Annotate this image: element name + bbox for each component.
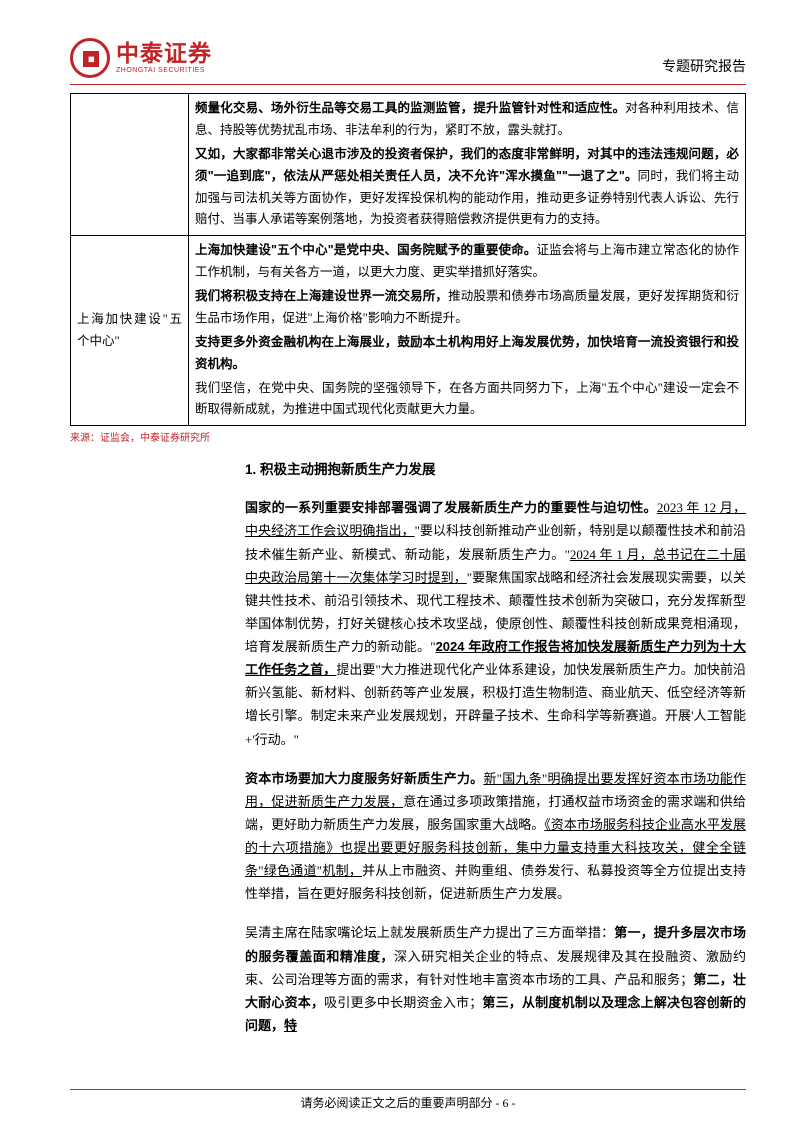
footer-page-number: - 6 - xyxy=(496,1096,516,1110)
body-paragraph: 国家的一系列重要安排部署强调了发展新质生产力的重要性与迫切性。2023 年 12… xyxy=(245,496,746,750)
report-type: 专题研究报告 xyxy=(662,56,746,78)
body-section: 1. 积极主动拥抱新质生产力发展 国家的一系列重要安排部署强调了发展新质生产力的… xyxy=(245,458,746,1037)
table-row-label: 上海加快建设"五个中心" xyxy=(71,236,189,426)
body-paragraph: 资本市场要加大力度服务好新质生产力。新"国九条"明确提出要发挥好资本市场功能作用… xyxy=(245,767,746,906)
footer-disclaimer: 请务必阅读正文之后的重要声明部分 xyxy=(300,1096,492,1110)
table-row-label xyxy=(71,94,189,236)
logo-text: 中泰证券 ZHONGTAI SECURITIES xyxy=(116,42,212,74)
policy-table: 频量化交易、场外衍生品等交易工具的监测监管，提升监管针对性和适应性。对各种利用技… xyxy=(70,93,746,426)
table-row-content: 上海加快建设"五个中心"是党中央、国务院赋予的重要使命。证监会将与上海市建立常态… xyxy=(189,236,746,426)
logo-icon xyxy=(70,38,110,78)
body-paragraph: 吴清主席在陆家嘴论坛上就发展新质生产力提出了三方面举措：第一，提升多层次市场的服… xyxy=(245,921,746,1037)
table-source: 来源：证监会，中泰证券研究所 xyxy=(70,429,746,444)
table-row: 上海加快建设"五个中心"上海加快建设"五个中心"是党中央、国务院赋予的重要使命。… xyxy=(71,236,746,426)
page-footer: 请务必阅读正文之后的重要声明部分 - 6 - xyxy=(70,1089,746,1111)
table-row-content: 频量化交易、场外衍生品等交易工具的监测监管，提升监管针对性和适应性。对各种利用技… xyxy=(189,94,746,236)
page-header: 中泰证券 ZHONGTAI SECURITIES 专题研究报告 xyxy=(70,38,746,85)
page: 中泰证券 ZHONGTAI SECURITIES 专题研究报告 频量化交易、场外… xyxy=(0,0,802,1133)
table-row: 频量化交易、场外衍生品等交易工具的监测监管，提升监管针对性和适应性。对各种利用技… xyxy=(71,94,746,236)
brand-logo: 中泰证券 ZHONGTAI SECURITIES xyxy=(70,38,212,78)
section-title: 1. 积极主动拥抱新质生产力发展 xyxy=(245,458,746,482)
brand-name-en: ZHONGTAI SECURITIES xyxy=(116,67,212,74)
brand-name-cn: 中泰证券 xyxy=(116,42,212,65)
